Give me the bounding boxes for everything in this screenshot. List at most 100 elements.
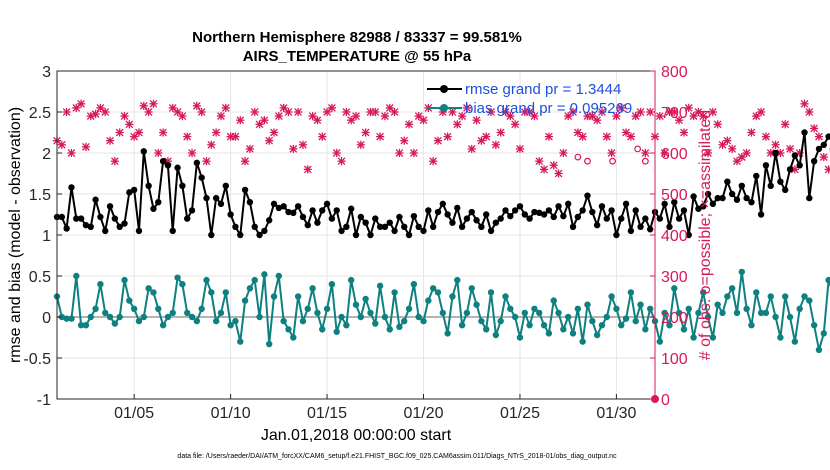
obs-count-point: [159, 128, 168, 137]
obs-possible-point: [574, 153, 582, 161]
obs-count-point: [703, 148, 713, 158]
obs-count-point: [183, 132, 192, 141]
rmse-point: [444, 211, 451, 218]
rmse-point: [212, 194, 220, 202]
obs-count-point: [134, 128, 144, 137]
obs-count-point: [294, 107, 303, 117]
obs-count-point: [448, 107, 457, 117]
rmse-point: [603, 215, 610, 222]
bias-point: [111, 320, 119, 327]
obs-count-point: [554, 169, 563, 178]
obs-count-point: [212, 128, 221, 137]
bias-point: [685, 305, 692, 312]
rmse-point: [232, 223, 239, 230]
rmse-point: [415, 223, 422, 230]
bias-point: [531, 305, 538, 312]
bias-point: [695, 309, 702, 317]
rmse-point: [241, 186, 249, 194]
rmse-point: [82, 221, 90, 229]
obs-count-point: [120, 112, 129, 121]
bias-point: [63, 315, 70, 322]
bias-point: [738, 268, 746, 276]
legend-bias-marker: [440, 104, 448, 112]
bias-point: [777, 334, 784, 341]
rmse-point: [73, 215, 80, 222]
obs-count-point: [511, 120, 520, 129]
rmse-point: [280, 203, 287, 210]
obs-count-point: [728, 144, 737, 153]
obs-count-point: [641, 148, 650, 158]
obs-count-point: [689, 112, 698, 121]
bias-point: [555, 309, 562, 317]
rmse-point: [786, 166, 794, 173]
y-left-tick-label: 2.5: [29, 105, 51, 122]
obs-count-point: [250, 107, 259, 117]
rmse-point: [367, 231, 374, 239]
bias-point: [77, 322, 85, 329]
rmse-point: [700, 203, 707, 210]
obs-count-point: [660, 148, 669, 158]
bias-point: [323, 305, 331, 312]
obs-count-point: [486, 107, 496, 117]
bias-point: [825, 276, 830, 284]
rmse-point: [690, 193, 697, 200]
rmse-point: [121, 220, 128, 227]
bias-point: [564, 313, 572, 321]
bias-point: [545, 330, 553, 337]
bias-point: [410, 281, 418, 288]
obs-count-point: [57, 140, 66, 149]
obs-count-point: [462, 103, 471, 112]
obs-count-point: [602, 132, 611, 141]
bias-point: [709, 334, 717, 341]
obs-count-point: [819, 153, 828, 162]
rmse-point: [483, 211, 490, 218]
obs-count-point: [192, 101, 201, 110]
y-right-tick-label: 500: [661, 187, 688, 204]
bias-point: [584, 301, 591, 308]
rmse-point: [102, 227, 109, 235]
y-left-tick-label: 0: [42, 310, 51, 327]
bias-point: [671, 285, 678, 292]
obs-count-point: [453, 120, 462, 129]
rmse-point: [111, 215, 119, 222]
x-tick-label: 01/20: [403, 405, 443, 422]
obs-count-point: [154, 148, 163, 158]
x-tick-label: 01/10: [211, 405, 251, 422]
bias-point: [536, 309, 543, 317]
rmse-point: [179, 182, 186, 189]
rmse-point: [439, 200, 447, 208]
obs-count-point: [636, 107, 645, 117]
bias-point: [97, 281, 104, 288]
bias-point: [140, 313, 148, 321]
obs-count-point: [313, 116, 322, 125]
rmse-point: [637, 223, 644, 230]
obs-count-point: [241, 157, 250, 166]
bias-series-line: [56, 271, 830, 351]
rmse-point: [347, 205, 355, 212]
obs-count-point: [617, 103, 626, 112]
rmse-point: [733, 196, 741, 203]
rmse-point: [675, 215, 683, 222]
bias-point: [415, 313, 422, 321]
obs-count-point: [96, 103, 105, 112]
y-right-tick-label: 800: [661, 64, 688, 81]
rmse-point: [666, 223, 673, 230]
obs-count-point: [77, 99, 86, 108]
obs-count-point: [684, 103, 693, 112]
obs-count-point: [805, 107, 814, 117]
obs-possible-point: [641, 157, 649, 165]
obs-count-point: [766, 148, 775, 158]
bias-point: [208, 289, 215, 296]
bias-point: [367, 309, 374, 317]
rmse-point: [762, 162, 770, 169]
bias-point: [179, 281, 186, 288]
rmse-point: [714, 194, 721, 202]
bias-point: [188, 313, 196, 321]
obs-count-point: [506, 112, 515, 121]
rmse-point: [560, 212, 567, 220]
bias-point: [212, 317, 220, 325]
obs-count-point: [433, 136, 443, 145]
obs-count-point: [327, 103, 336, 112]
rmse-point: [806, 194, 813, 202]
obs-possible-point: [634, 145, 642, 153]
